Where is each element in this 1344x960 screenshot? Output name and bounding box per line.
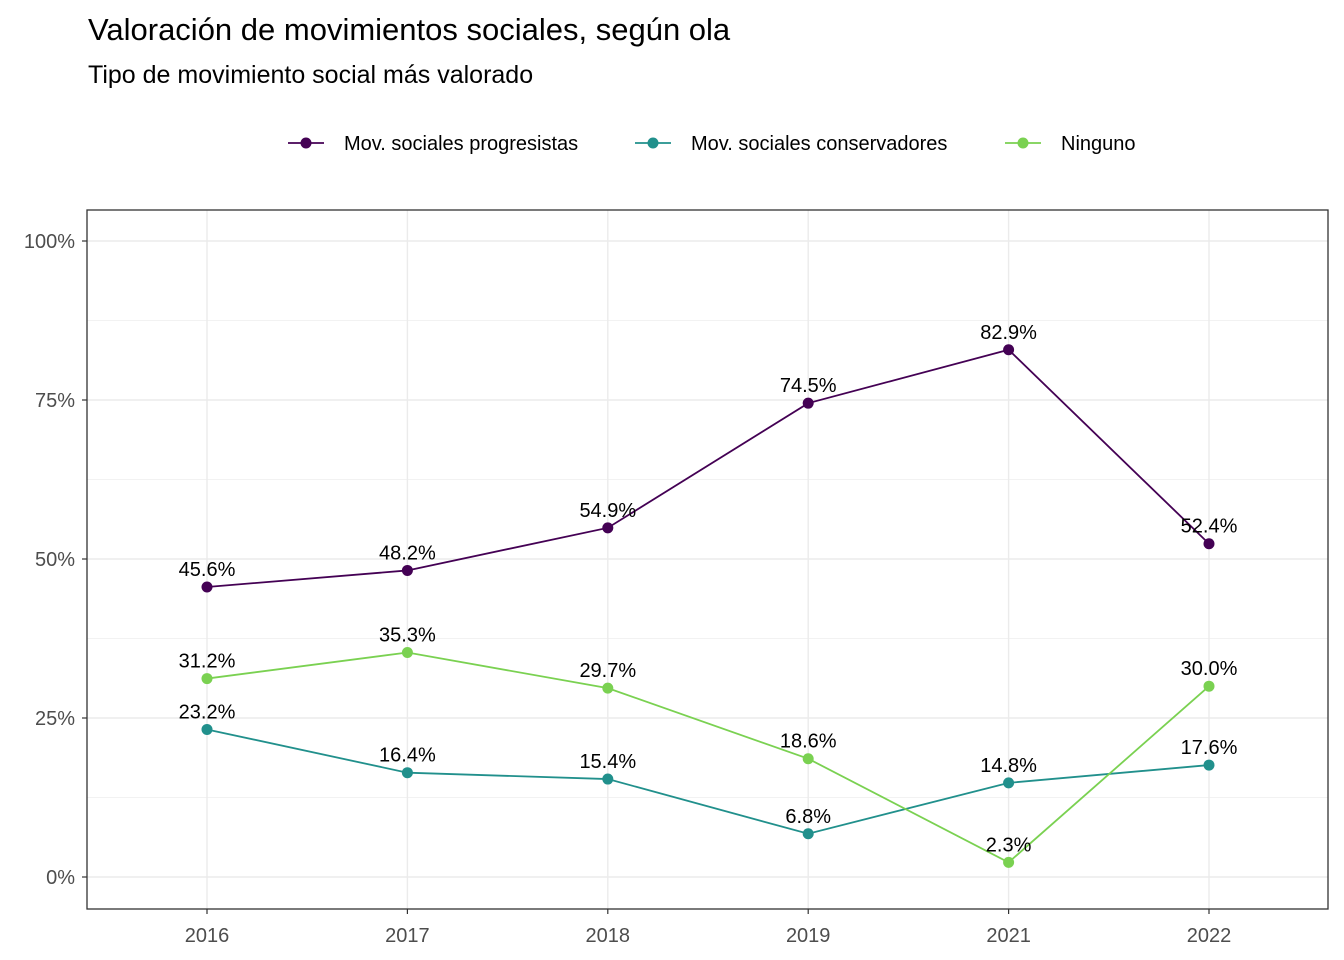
- data-point: [1203, 680, 1215, 692]
- legend-item: Mov. sociales progresistas: [288, 133, 578, 155]
- data-point: [1003, 344, 1015, 356]
- data-labels: 45.6% 48.2% 54.9% 74.5% 82.9% 52.4% 23.2% 16.4%…: [179, 322, 1238, 857]
- data-point: [602, 773, 614, 785]
- x-tick-label: 2016: [185, 925, 230, 947]
- data-label: 74.5%: [780, 375, 837, 397]
- y-tick-label: 50%: [35, 549, 75, 571]
- data-label: 45.6%: [179, 559, 236, 581]
- data-label: 35.3%: [379, 624, 436, 646]
- grid: [87, 210, 1328, 909]
- data-label: 54.9%: [579, 500, 636, 522]
- data-point: [1003, 856, 1015, 868]
- x-tick-label: 2017: [385, 925, 430, 947]
- data-point: [1003, 777, 1015, 789]
- data-point: [201, 723, 213, 735]
- data-point: [401, 646, 413, 658]
- data-label: 48.2%: [379, 542, 436, 564]
- data-point: [401, 767, 413, 779]
- y-tick-label: 75%: [35, 390, 75, 412]
- x-tick-label: 2021: [986, 925, 1031, 947]
- data-point: [802, 828, 814, 840]
- chart-subtitle: Tipo de movimiento social más valorado: [88, 61, 534, 89]
- y-tick-label: 0%: [46, 867, 75, 889]
- data-label: 14.8%: [980, 755, 1037, 777]
- series-layer: [201, 344, 1215, 868]
- axes: 0% 25% 50% 75% 100% 2016 2017 2018 2019 2021 2022: [24, 231, 1231, 947]
- data-label: 30.0%: [1181, 658, 1238, 680]
- data-label: 18.6%: [780, 731, 837, 753]
- data-point: [802, 753, 814, 765]
- data-label: 15.4%: [579, 751, 636, 773]
- data-label: 2.3%: [986, 834, 1032, 856]
- data-point: [1203, 759, 1215, 771]
- legend: Mov. sociales progresistas Mov. sociales …: [288, 133, 1136, 155]
- legend-label: Mov. sociales conservadores: [691, 133, 947, 155]
- x-tick-label: 2022: [1187, 925, 1232, 947]
- data-label: 82.9%: [980, 322, 1037, 344]
- legend-key-point: [647, 137, 659, 149]
- legend-label: Mov. sociales progresistas: [344, 133, 578, 155]
- data-label: 52.4%: [1181, 516, 1238, 538]
- x-tick-label: 2019: [786, 925, 831, 947]
- data-label: 6.8%: [785, 806, 831, 828]
- series-line: [206, 651, 1210, 864]
- data-point: [602, 522, 614, 534]
- chart-title: Valoración de movimientos sociales, segú…: [88, 12, 731, 47]
- data-label: 17.6%: [1181, 737, 1238, 759]
- data-label: 29.7%: [579, 660, 636, 682]
- data-point: [201, 673, 213, 685]
- x-tick-label: 2018: [586, 925, 631, 947]
- data-point: [802, 397, 814, 409]
- series-line: [206, 348, 1210, 588]
- legend-item: Ninguno: [1005, 133, 1136, 155]
- data-label: 16.4%: [379, 745, 436, 767]
- data-label: 31.2%: [179, 651, 236, 673]
- data-point: [201, 581, 213, 593]
- legend-key-point: [1017, 137, 1029, 149]
- legend-key-point: [300, 137, 312, 149]
- data-label: 23.2%: [179, 701, 236, 723]
- data-point: [602, 682, 614, 694]
- data-point: [401, 564, 413, 576]
- data-point: [1203, 538, 1215, 550]
- legend-item: Mov. sociales conservadores: [635, 133, 947, 155]
- series-line: [206, 728, 1210, 835]
- legend-label: Ninguno: [1061, 133, 1136, 155]
- y-tick-label: 100%: [24, 231, 75, 253]
- y-tick-label: 25%: [35, 708, 75, 730]
